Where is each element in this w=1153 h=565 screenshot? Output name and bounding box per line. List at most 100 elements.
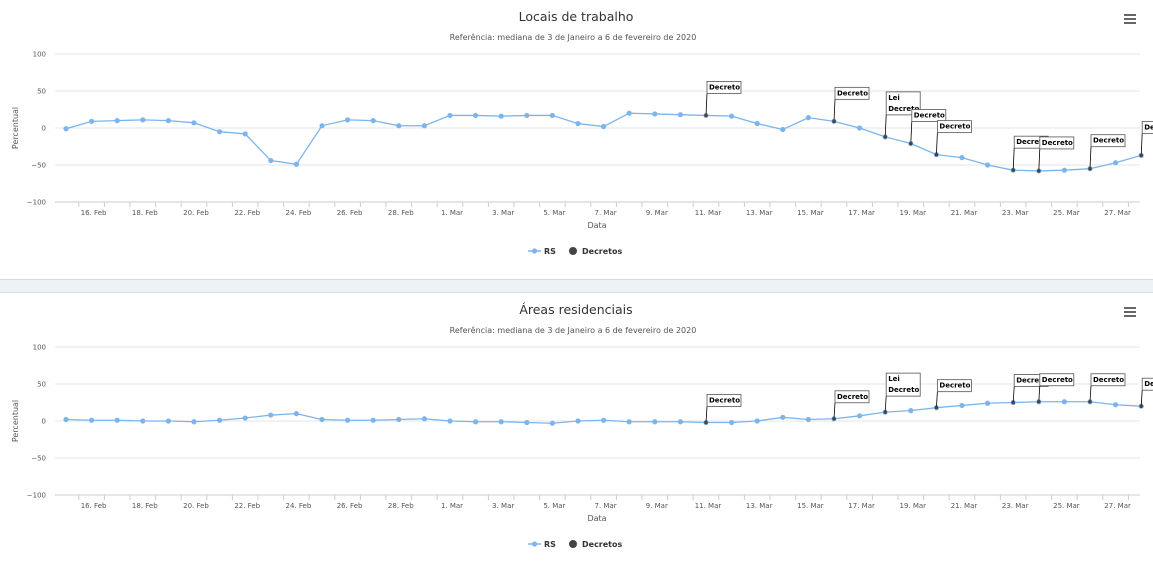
data-point-rs[interactable] [498,113,504,119]
decree-flag[interactable]: Lei Decreto [883,372,921,414]
decree-flag[interactable]: Decreto [1037,136,1075,173]
data-point-rs[interactable] [242,415,248,421]
data-point-rs[interactable] [217,129,223,135]
data-point-rs[interactable] [370,118,376,124]
decree-flag[interactable]: Decreto [832,86,870,124]
x-tick-label: 19. Mar [900,502,927,510]
data-point-rs[interactable] [985,400,991,406]
data-point-rs[interactable] [549,420,556,426]
data-point-rs[interactable] [754,418,760,424]
data-point-rs[interactable] [805,416,812,423]
data-point-rs[interactable] [114,118,120,124]
data-point-rs[interactable] [780,126,786,133]
data-point-rs[interactable] [370,417,376,423]
panel-separator [0,279,1153,293]
data-point-rs[interactable] [447,112,453,119]
data-point-rs[interactable] [524,112,530,119]
data-point-rs[interactable] [626,419,632,425]
data-point-rs[interactable] [805,115,812,121]
data-point-rs[interactable] [140,117,146,123]
data-point-rs[interactable] [1061,167,1067,173]
data-point-rs[interactable] [396,123,402,129]
data-point-rs[interactable] [293,161,299,167]
decree-flag[interactable]: Decreto [1088,373,1126,404]
legend-item-rs[interactable]: RS [528,540,556,549]
data-point-rs[interactable] [959,155,965,161]
data-point-rs[interactable] [626,110,632,116]
data-point-rs[interactable] [601,417,607,423]
data-point-rs[interactable] [191,120,197,126]
decree-flag[interactable]: Decreto [1037,373,1075,404]
data-point-rs[interactable] [575,418,581,424]
decree-flag[interactable]: Decreto [832,390,870,421]
decree-flag[interactable]: Decreto [1139,120,1153,158]
data-point-rs[interactable] [345,417,351,423]
decree-flag-pole [705,93,708,116]
data-point-rs[interactable] [319,123,325,129]
data-point-rs[interactable] [89,417,95,423]
data-point-rs[interactable] [780,414,786,420]
decree-flag[interactable]: Decreto [704,81,742,118]
data-point-rs[interactable] [549,112,556,119]
data-point-rs[interactable] [677,112,684,118]
data-point-rs[interactable] [985,162,991,168]
hamburger-menu-icon[interactable] [1121,304,1139,320]
data-point-rs[interactable] [217,417,223,423]
data-point-rs[interactable] [857,413,863,419]
data-point-rs[interactable] [1061,399,1067,405]
data-point-rs[interactable] [319,416,325,423]
decree-marker [934,405,939,410]
legend-symbol-decretos [569,540,577,548]
decree-flag[interactable]: Decreto [1088,134,1126,171]
data-point-rs[interactable] [191,419,197,425]
data-point-rs[interactable] [677,419,684,425]
data-point-rs[interactable] [652,111,658,117]
data-point-rs[interactable] [601,123,607,130]
decree-flag[interactable]: Decreto [909,109,947,146]
legend-item-rs[interactable]: RS [528,247,556,256]
legend-item-decretos[interactable]: Decretos [569,540,623,549]
data-point-rs[interactable] [473,419,479,425]
data-point-rs[interactable] [396,416,402,423]
data-point-rs[interactable] [908,408,914,414]
data-point-rs[interactable] [242,131,248,137]
data-point-rs[interactable] [754,120,760,127]
decree-flag[interactable]: Decreto [934,379,972,410]
decree-flag[interactable]: Decreto [704,394,742,425]
decree-flag[interactable]: Decreto [934,120,972,157]
decree-marker [1011,168,1015,172]
data-point-rs[interactable] [473,112,479,119]
data-point-rs[interactable] [140,418,146,424]
data-point-rs[interactable] [114,417,120,423]
data-point-rs[interactable] [575,120,581,127]
x-tick-label: 22. Feb [234,209,260,217]
data-point-rs[interactable] [1113,402,1119,408]
legend-item-decretos[interactable]: Decretos [569,247,623,256]
data-point-rs[interactable] [345,117,351,123]
x-axis-title: Data [587,221,606,230]
data-point-rs[interactable] [1113,160,1119,166]
decree-flag-box [1090,373,1126,387]
decree-flag[interactable]: Lei Decreto [883,91,921,139]
data-point-rs[interactable] [268,412,274,418]
data-point-rs[interactable] [447,418,453,424]
data-point-rs[interactable] [63,126,69,132]
data-point-rs[interactable] [268,157,274,164]
data-point-rs[interactable] [498,419,504,425]
data-point-rs[interactable] [729,419,735,426]
decree-flag[interactable]: Decreto [1139,377,1153,408]
data-point-rs[interactable] [729,113,735,119]
data-point-rs[interactable] [63,416,69,423]
data-point-rs[interactable] [165,118,171,124]
data-point-rs[interactable] [959,402,965,409]
data-point-rs[interactable] [293,411,299,417]
data-point-rs[interactable] [165,418,171,424]
hamburger-menu-icon[interactable] [1121,11,1139,27]
data-point-rs[interactable] [524,419,530,426]
data-point-rs[interactable] [89,118,95,124]
chart-subtitle: Referência: mediana de 3 de Janeiro a 6 … [450,32,697,42]
data-point-rs[interactable] [421,416,427,422]
data-point-rs[interactable] [857,125,863,131]
data-point-rs[interactable] [421,123,427,129]
data-point-rs[interactable] [652,419,658,425]
